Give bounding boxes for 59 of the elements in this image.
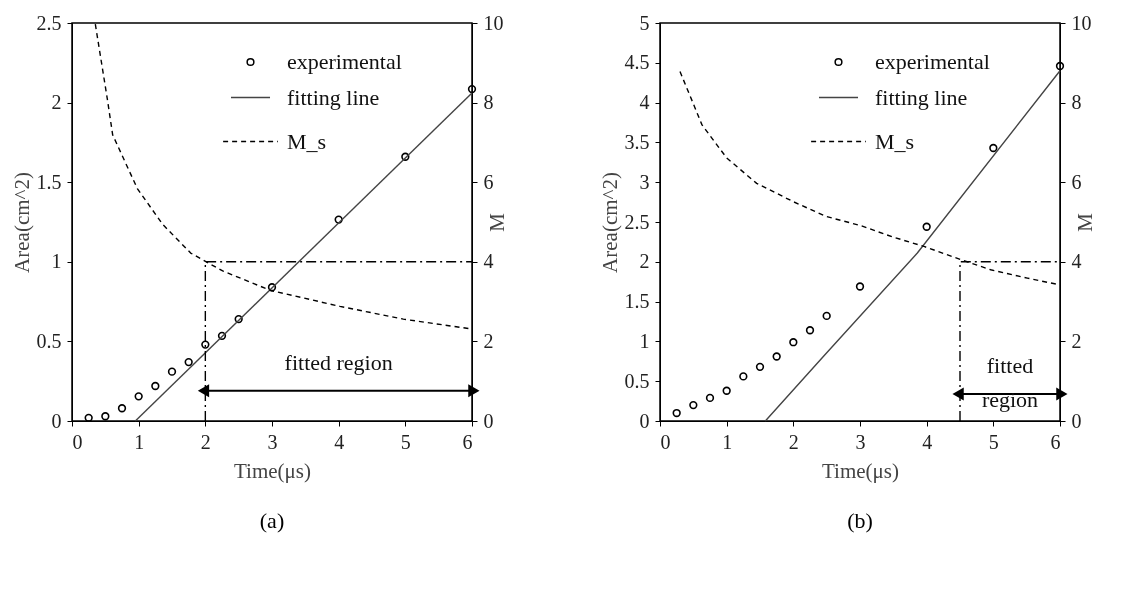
x-tick-label: 4 (922, 430, 933, 453)
x-tick-label: 3 (855, 430, 866, 453)
legend-label: experimental (287, 49, 402, 74)
y-tick-label: 0 (639, 409, 650, 432)
x-axis-title: Time(μs) (822, 458, 899, 483)
y2-tick-label: 6 (483, 170, 494, 193)
y-tick-label: 1.5 (624, 290, 650, 313)
x-tick-label: 3 (267, 430, 278, 453)
annotation: fitted region (284, 349, 393, 375)
y-tick-label: 4.5 (624, 51, 650, 74)
legend-label: M_s (875, 128, 915, 154)
x-tick-label: 2 (788, 430, 799, 453)
x-tick-label: 5 (400, 430, 411, 453)
y2-tick-label: 6 (1071, 170, 1082, 193)
y-axis-title: Area(cm^2) (9, 172, 34, 273)
x-tick-label: 5 (988, 430, 999, 453)
text: (b) (847, 508, 873, 533)
y-tick-label: 2 (51, 91, 62, 114)
x-tick-label: 4 (334, 430, 345, 453)
x-tick-label: 0 (72, 430, 83, 453)
y-tick-label: 2 (639, 250, 650, 273)
y2-tick-label: 0 (483, 409, 494, 432)
legend-label: fitting line (875, 84, 968, 110)
x-tick-label: 1 (134, 430, 145, 453)
y-tick-label: 3.5 (624, 130, 650, 153)
x-tick-label: 1 (722, 430, 733, 453)
y2-tick-label: 4 (483, 250, 494, 273)
y-tick-label: 2.5 (36, 11, 62, 34)
y-tick-label: 5 (639, 11, 650, 34)
legend-label: fitting line (287, 84, 380, 110)
x-axis-title: Time(μs) (234, 458, 311, 483)
y-tick-label: 1 (639, 329, 650, 352)
y-tick-label: 0.5 (36, 329, 62, 352)
x-tick-label: 2 (200, 430, 211, 453)
y2-tick-label: 2 (1071, 329, 1082, 352)
y2-tick-label: 0 (1071, 409, 1082, 432)
y2-tick-label: 10 (1071, 11, 1092, 34)
y-tick-label: 3 (639, 170, 650, 193)
y-tick-label: 1 (51, 250, 62, 273)
legend-label: M_s (287, 128, 327, 154)
x-tick-label: 0 (660, 430, 671, 453)
y2-tick-label: 2 (483, 329, 494, 352)
y-axis-title: Area(cm^2) (597, 172, 622, 273)
y2-axis-title: M (484, 212, 509, 232)
y-tick-label: 1.5 (36, 170, 62, 193)
y2-tick-label: 8 (1071, 91, 1082, 114)
y-tick-label: 0.5 (624, 369, 650, 392)
y-tick-label: 2.5 (624, 210, 650, 233)
y2-axis-title: M (1072, 212, 1097, 232)
x-tick-label: 6 (462, 430, 473, 453)
legend-label: experimental (875, 49, 990, 74)
annotation: fitted region (981, 352, 1039, 412)
x-tick-label: 6 (1050, 430, 1061, 453)
y2-tick-label: 4 (1071, 250, 1082, 273)
text: (a) (259, 508, 285, 533)
y2-tick-label: 8 (483, 91, 494, 114)
y-tick-label: 0 (51, 409, 62, 432)
y2-tick-label: 10 (483, 11, 504, 34)
y-tick-label: 4 (639, 91, 650, 114)
